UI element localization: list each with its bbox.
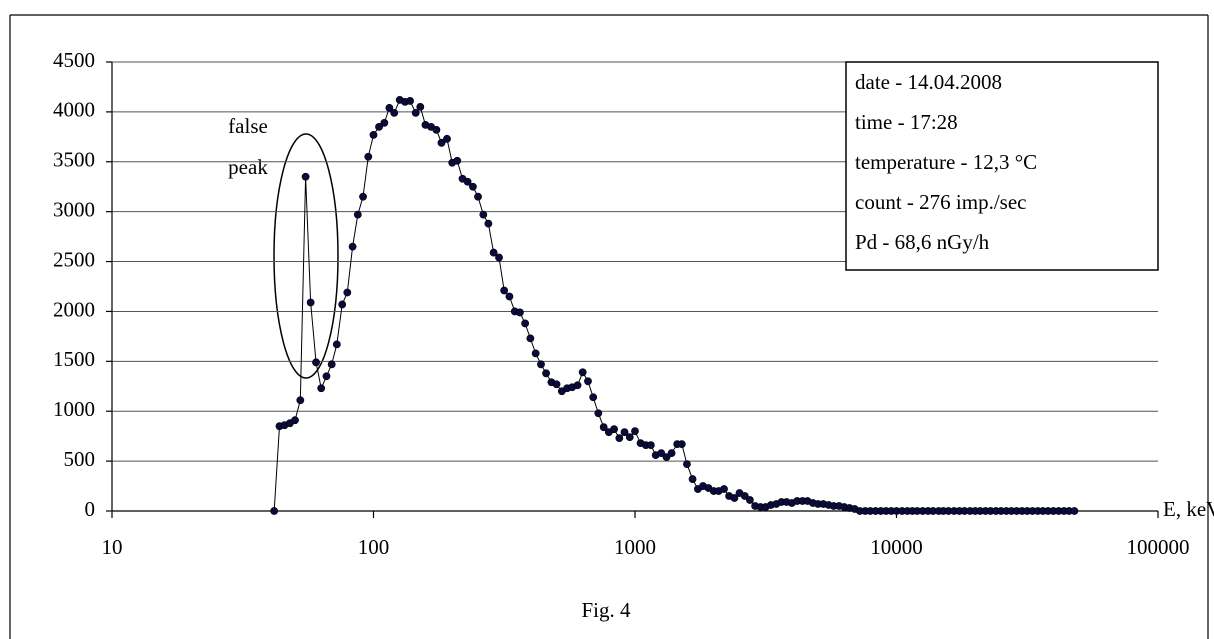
y-tick-label: 4500: [53, 48, 95, 72]
data-point: [584, 377, 592, 386]
data-point: [406, 97, 414, 105]
data-point: [542, 369, 550, 378]
data-point: [270, 507, 279, 515]
data-point: [505, 292, 514, 301]
data-point: [291, 416, 299, 425]
info-text: time - 17:28: [855, 110, 958, 134]
data-point: [327, 360, 336, 369]
data-point: [745, 496, 754, 504]
y-tick-label: 500: [64, 447, 96, 471]
data-point: [338, 300, 347, 309]
data-point: [599, 423, 608, 432]
info-box: [845, 61, 1159, 271]
y-tick-label: 0: [85, 497, 96, 521]
y-tick-label: 2000: [53, 297, 95, 321]
data-point: [322, 372, 331, 381]
info-text: date - 14.04.2008: [855, 70, 1002, 94]
data-point: [521, 319, 530, 328]
x-tick-label: 10: [102, 535, 123, 559]
y-tick-label: 1000: [53, 397, 95, 421]
data-point: [385, 103, 394, 112]
data-point: [364, 152, 373, 161]
y-tick-label: 3500: [53, 148, 95, 172]
data-point: [474, 192, 482, 201]
info-text: Pd - 68,6 nGy/h: [855, 230, 990, 254]
data-point: [437, 138, 446, 147]
data-point: [688, 475, 697, 483]
data-point: [589, 393, 598, 402]
data-point: [631, 427, 639, 436]
data-point: [495, 253, 503, 262]
data-point: [730, 494, 739, 502]
data-point: [453, 156, 462, 165]
data-point: [537, 360, 545, 369]
data-point: [677, 440, 686, 449]
data-point: [411, 108, 420, 117]
y-tick-label: 3000: [53, 197, 95, 221]
data-point: [683, 460, 691, 469]
data-point: [432, 125, 441, 134]
annotation-ellipse: [273, 133, 339, 379]
info-text: count - 276 imp./sec: [855, 190, 1026, 214]
data-point: [469, 182, 477, 191]
data-point: [662, 453, 671, 462]
data-point: [516, 308, 524, 317]
data-point: [531, 349, 540, 358]
data-point: [667, 449, 676, 458]
data-point: [610, 425, 619, 434]
data-point: [625, 433, 634, 442]
data-point: [1070, 507, 1079, 515]
data-point: [416, 103, 425, 111]
y-tick-label: 4000: [53, 98, 95, 122]
data-point: [463, 177, 472, 186]
data-point: [573, 381, 582, 390]
y-tick-label: 2500: [53, 247, 95, 271]
annotation: peak: [228, 155, 268, 179]
data-point: [375, 122, 383, 131]
data-point: [312, 358, 320, 367]
caption: Fig. 4: [581, 598, 631, 622]
data-point: [594, 409, 603, 418]
x-axis-label: E, keV: [1163, 497, 1214, 521]
y-tick-label: 1500: [53, 347, 95, 371]
data-point: [578, 368, 587, 377]
data-point: [380, 118, 389, 127]
data-point: [620, 428, 629, 437]
data-point: [646, 441, 655, 450]
data-point: [443, 134, 451, 143]
annotation: false: [228, 114, 268, 138]
x-tick-label: 100000: [1127, 535, 1190, 559]
data-point: [500, 286, 509, 295]
data-point: [343, 288, 352, 297]
data-point: [720, 485, 728, 493]
data-point: [657, 449, 666, 458]
data-point: [484, 219, 493, 228]
data-point: [301, 172, 310, 181]
data-point: [353, 210, 362, 219]
x-tick-label: 100: [358, 535, 390, 559]
data-point: [332, 340, 341, 349]
data-point: [390, 108, 399, 117]
info-text: temperature - 12,3 °C: [855, 150, 1037, 174]
data-point: [526, 334, 535, 343]
data-point: [359, 192, 367, 201]
x-tick-label: 1000: [614, 535, 656, 559]
data-point: [348, 242, 357, 251]
data-point: [317, 384, 326, 393]
data-point: [740, 492, 749, 500]
data-point: [489, 248, 498, 257]
data-point: [296, 396, 305, 405]
x-tick-label: 10000: [870, 535, 923, 559]
data-point: [369, 130, 378, 139]
data-point: [615, 434, 624, 443]
data-point: [306, 298, 315, 307]
data-point: [552, 380, 561, 389]
data-point: [479, 210, 488, 219]
